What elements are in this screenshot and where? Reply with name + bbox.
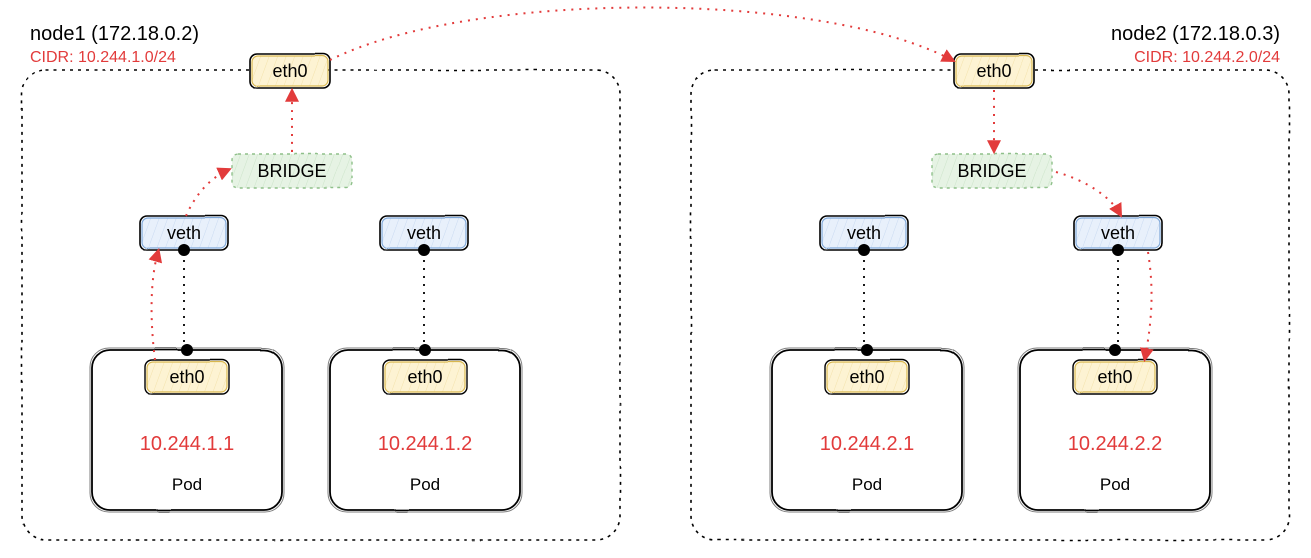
node2-pod1-eth-label: eth0	[849, 367, 884, 387]
node2-pod2-eth-label: eth0	[1097, 367, 1132, 387]
node2-bridge-label: BRIDGE	[957, 161, 1026, 181]
node1: node1 (172.18.0.2) CIDR: 10.244.1.0/24 e…	[22, 23, 620, 540]
node2-eth0-box: eth0	[954, 54, 1034, 88]
node1-pod2-eth-label: eth0	[407, 367, 442, 387]
node2-pod1-label: Pod	[852, 475, 882, 494]
node2-veth2-label: veth	[1101, 223, 1135, 243]
node1-flow-veth1-to-bridge	[186, 170, 228, 216]
node1-veth2-box: veth	[380, 216, 468, 256]
node2-eth0-label: eth0	[976, 61, 1011, 81]
node1-pod2-label: Pod	[410, 475, 440, 494]
node2-title: node2 (172.18.0.3)	[1111, 23, 1280, 45]
node2-cidr: CIDR: 10.244.2.0/24	[1134, 49, 1280, 66]
node1-pod1: eth0 10.244.1.1 Pod	[90, 344, 284, 512]
node2-veth1-box: veth	[820, 216, 908, 256]
node2-pod2: eth0 10.244.2.2 Pod	[1018, 344, 1212, 512]
node1-veth2-label: veth	[407, 223, 441, 243]
node2: node2 (172.18.0.3) CIDR: 10.244.2.0/24 e…	[691, 23, 1289, 540]
node1-bridge-label: BRIDGE	[257, 161, 326, 181]
node2-pod2-label: Pod	[1100, 475, 1130, 494]
node2-pod1-ip: 10.244.2.1	[820, 433, 915, 455]
node2-bridge-box: BRIDGE	[932, 154, 1052, 188]
node1-pod2: eth0 10.244.1.2 Pod	[328, 344, 522, 512]
node2-pod2-ip: 10.244.2.2	[1068, 433, 1163, 455]
network-diagram: node1 (172.18.0.2) CIDR: 10.244.1.0/24 e…	[0, 0, 1311, 558]
node2-pod1: eth0 10.244.2.1 Pod	[770, 344, 964, 512]
node1-eth0-label: eth0	[272, 61, 307, 81]
node1-title: node1 (172.18.0.2)	[30, 23, 199, 45]
node2-veth1-label: veth	[847, 223, 881, 243]
node1-veth1-label: veth	[167, 223, 201, 243]
node1-pod1-ip: 10.244.1.1	[140, 433, 235, 455]
node1-bridge-box: BRIDGE	[232, 154, 352, 188]
node1-cidr: CIDR: 10.244.1.0/24	[30, 49, 176, 66]
node1-eth0-box: eth0	[250, 54, 330, 88]
node1-pod1-label: Pod	[172, 475, 202, 494]
node1-pod1-eth-label: eth0	[169, 367, 204, 387]
node2-veth2-box: veth	[1074, 216, 1162, 256]
node2-flow-veth2-to-pod2	[1145, 252, 1152, 358]
node1-flow-pod1-to-veth1	[152, 252, 158, 360]
node2-flow-bridge-to-veth2	[1056, 172, 1120, 214]
flow-node1eth0-to-node2eth0	[330, 8, 952, 61]
node1-pod2-ip: 10.244.1.2	[378, 433, 473, 455]
node1-veth1-box: veth	[140, 216, 228, 256]
